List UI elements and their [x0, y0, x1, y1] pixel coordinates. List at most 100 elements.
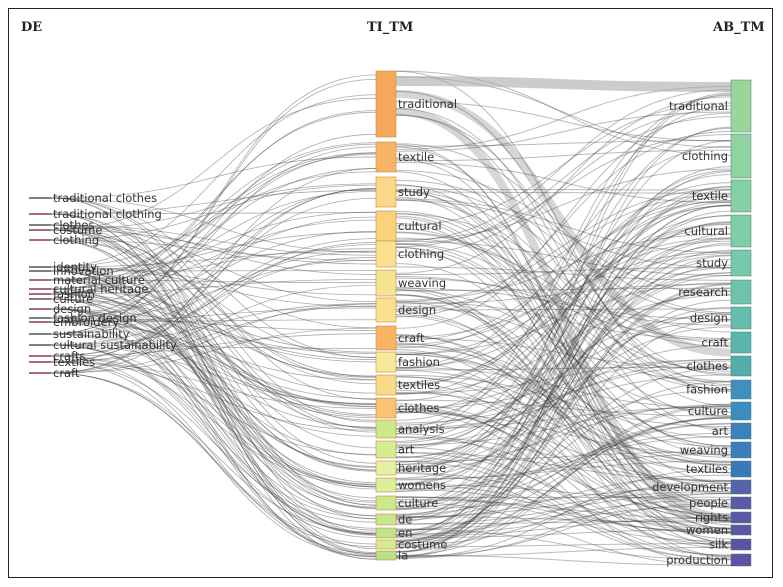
link-ti-ab	[395, 237, 732, 348]
link-de-ti	[50, 372, 377, 548]
link-ti-ab	[395, 411, 732, 455]
de-node-label: identity	[53, 260, 97, 274]
de-node-label: clothing	[53, 233, 99, 247]
ti-node-label: de	[398, 513, 412, 527]
link-ti-ab	[395, 422, 732, 509]
link-ti-ab	[395, 367, 732, 515]
link-ti-ab	[395, 237, 732, 346]
link-ti-ab	[395, 403, 732, 553]
link-ti-ab	[395, 408, 732, 529]
ti-node-label: cultural	[398, 219, 442, 233]
ab-node	[730, 538, 752, 551]
ti-node	[375, 440, 397, 459]
link-ti-ab	[395, 224, 732, 402]
link-ti-ab	[395, 492, 732, 525]
link-ti-ab	[395, 286, 732, 533]
ti-node	[375, 70, 397, 138]
link-ti-ab	[395, 505, 732, 536]
link-de-ti	[50, 213, 377, 464]
link-ti-ab	[395, 179, 732, 315]
link-ti-ab	[395, 480, 732, 546]
link-ti-ab	[395, 451, 732, 462]
link-traditional-band	[395, 76, 732, 92]
link-ti-ab	[395, 411, 732, 566]
link-de-ti	[50, 317, 377, 400]
ab-node	[730, 441, 752, 459]
link-ti-ab	[395, 108, 732, 248]
de-node-label: costume	[53, 223, 102, 237]
link-de-ti	[50, 333, 377, 437]
link-ti-ab	[395, 211, 732, 417]
link-de-ti	[50, 266, 377, 429]
link-ti-ab	[395, 221, 732, 532]
link-ti-ab	[395, 446, 732, 546]
link-ti-ab	[395, 472, 732, 560]
link-ti-ab	[395, 149, 732, 162]
link-ti-ab	[395, 144, 732, 544]
link-de-ti	[50, 355, 377, 455]
link-ti-ab	[395, 301, 732, 341]
link-de-ti	[50, 229, 377, 555]
link-ti-ab	[395, 250, 732, 456]
link-ti-ab	[395, 294, 732, 540]
link-ti-ab	[395, 222, 732, 530]
link-ti-ab	[395, 452, 732, 533]
ab-node-label: weaving	[680, 443, 728, 457]
link-ti-ab	[395, 289, 732, 558]
link-de-ti	[50, 244, 377, 357]
link-de-ti	[50, 279, 377, 517]
link-de-ti	[50, 270, 377, 471]
link-de-ti	[50, 187, 377, 374]
link-ti-ab	[395, 294, 732, 467]
link-ti-ab	[395, 108, 732, 407]
link-ti-ab	[395, 499, 732, 530]
link-de-ti	[50, 248, 377, 281]
ti-node	[375, 141, 397, 173]
link-ti-ab	[395, 246, 732, 548]
link-ti-ab	[395, 92, 732, 510]
ab-node-label: clothing	[682, 149, 728, 163]
de-node-label: clothes	[53, 218, 94, 232]
ab-node	[730, 379, 752, 400]
link-de-ti	[50, 321, 377, 535]
link-de-ti	[50, 133, 377, 319]
link-ti-ab	[395, 301, 732, 463]
link-de-ti	[50, 229, 377, 381]
ti-node-label: analysis	[398, 422, 445, 436]
link-de-ti	[50, 168, 377, 374]
link-ti-ab	[395, 283, 732, 305]
ab-node-label: development	[652, 480, 728, 494]
link-de-ti	[50, 97, 377, 231]
link-ti-ab	[395, 375, 732, 518]
link-ti-ab	[395, 105, 732, 435]
link-ti-ab	[395, 528, 732, 561]
link-ti-ab	[395, 389, 732, 522]
link-ti-ab	[395, 246, 732, 447]
ti-node	[375, 269, 397, 297]
link-ti-ab	[395, 168, 732, 241]
de-node-label: fashion	[53, 287, 95, 301]
link-de-ti	[50, 288, 377, 484]
link-de-ti	[50, 303, 377, 374]
ti-node	[375, 210, 397, 242]
link-ti-ab	[395, 529, 732, 539]
link-ti-ab	[395, 417, 732, 532]
de-node-label: crafts	[53, 349, 85, 363]
link-de-ti	[50, 211, 377, 281]
link-de-ti	[50, 344, 377, 529]
link-de-ti	[50, 197, 377, 423]
ti-node	[375, 419, 397, 439]
de-node-label: material culture	[53, 273, 145, 287]
link-ti-ab	[395, 233, 732, 301]
ab-node	[730, 401, 752, 421]
link-ti-ab	[395, 196, 732, 349]
link-de-ti	[50, 231, 377, 272]
link-ti-ab	[395, 195, 732, 472]
link-de-ti	[50, 239, 377, 520]
link-ti-ab	[395, 158, 732, 509]
link-de-ti	[50, 317, 377, 405]
link-de-ti	[50, 293, 377, 488]
link-ti-ab	[395, 198, 732, 254]
link-de-ti	[50, 279, 377, 284]
link-de-ti	[50, 344, 377, 404]
